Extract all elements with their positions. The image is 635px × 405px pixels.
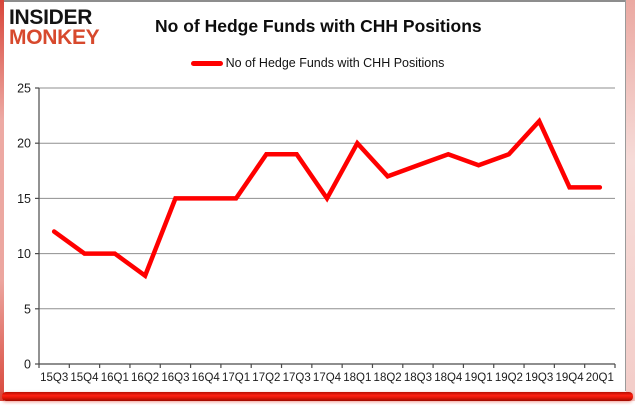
x-axis-tick-label: 18Q2: [374, 372, 402, 384]
legend-line-swatch: [190, 60, 223, 66]
x-axis-tick-label: 18Q3: [404, 372, 432, 384]
x-axis-tick-label: 16Q4: [192, 372, 221, 384]
y-axis-tick-label: 10: [17, 247, 31, 261]
bottom-red-accent-bar: [2, 392, 633, 401]
y-axis-tick-label: 25: [17, 82, 31, 96]
insider-monkey-logo: INSIDER MONKEY: [9, 6, 100, 49]
legend-label: No of Hedge Funds with CHH Positions: [225, 56, 445, 70]
chart-frame-right-border: [625, 0, 626, 391]
x-axis-tick-label: 16Q2: [131, 372, 159, 384]
left-red-accent-border: [0, 0, 4, 401]
x-axis-tick-label: 18Q1: [343, 372, 371, 384]
x-axis-tick-label: 17Q4: [313, 372, 342, 384]
x-axis-tick-label: 19Q4: [555, 372, 584, 384]
y-axis-tick-label: 0: [24, 358, 31, 372]
x-axis-tick-label: 17Q3: [283, 372, 311, 384]
x-axis-tick-label: 20Q1: [586, 372, 614, 384]
x-axis-tick-label: 15Q4: [70, 372, 99, 384]
x-axis-tick-label: 16Q1: [101, 372, 129, 384]
logo-word-insider: INSIDER: [9, 6, 93, 29]
top-divider: [0, 0, 635, 2]
chart-title: No of Hedge Funds with CHH Positions: [155, 16, 482, 36]
x-axis-tick-label: 18Q4: [434, 372, 463, 384]
series-line-hedge-funds: [51, 117, 603, 280]
legend: No of Hedge Funds with CHH Positions: [0, 56, 635, 70]
right-red-accent-border: [626, 0, 635, 401]
x-axis-tick-label: 19Q1: [465, 372, 493, 384]
x-axis-tick-label: 17Q1: [222, 372, 250, 384]
x-axis-tick-label: 15Q3: [40, 372, 68, 384]
y-axis-tick-label: 20: [17, 137, 31, 151]
x-axis-tick-label: 16Q3: [161, 372, 189, 384]
x-axis-tick-label: 19Q2: [495, 372, 523, 384]
y-axis-tick-label: 15: [17, 192, 31, 206]
x-axis-tick-label: 19Q3: [525, 372, 553, 384]
logo-word-monkey: MONKEY: [9, 25, 100, 49]
y-axis-tick-label: 5: [24, 302, 31, 316]
x-axis-tick-label: 17Q2: [252, 372, 280, 384]
